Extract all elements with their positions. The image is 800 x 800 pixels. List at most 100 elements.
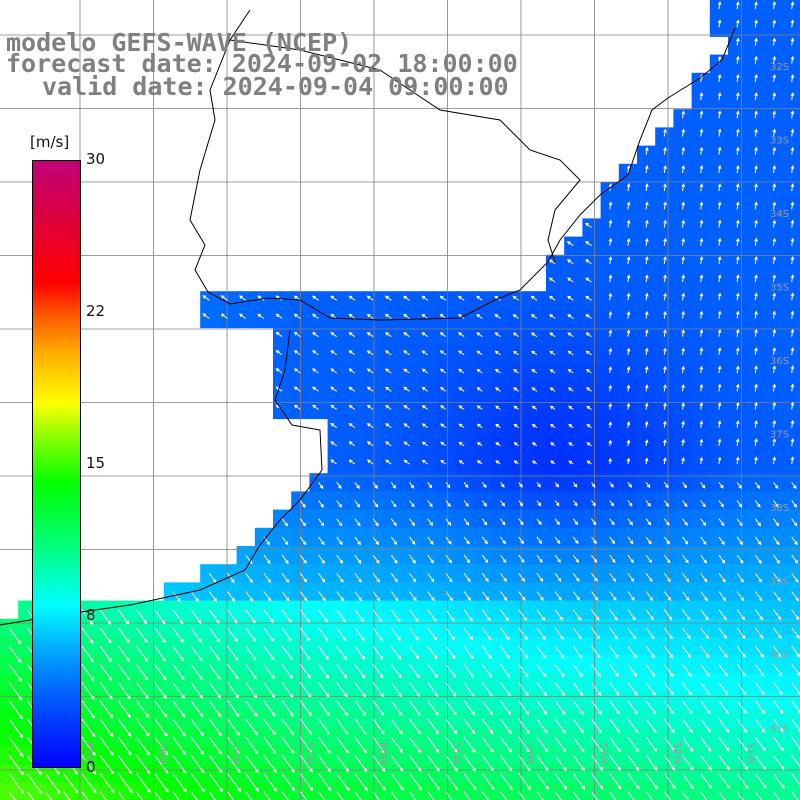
wind-arrowhead bbox=[567, 295, 571, 300]
wind-arrow bbox=[445, 791, 453, 800]
wind-arrowhead bbox=[161, 620, 166, 625]
wind-arrow bbox=[8, 700, 23, 719]
wind-arrowhead bbox=[772, 456, 777, 461]
wind-arrowhead bbox=[494, 350, 499, 355]
wind-cell bbox=[236, 782, 256, 800]
wind-arrowhead bbox=[356, 485, 360, 490]
wind-arrow bbox=[463, 591, 471, 601]
wind-arrowhead bbox=[215, 619, 220, 624]
wind-arrow bbox=[494, 314, 501, 319]
wind-arrow bbox=[172, 700, 186, 718]
wind-arrow bbox=[276, 350, 283, 356]
wind-arrow bbox=[518, 755, 531, 771]
wind-arrowhead bbox=[348, 441, 353, 445]
wind-arrowhead bbox=[667, 597, 672, 602]
wind-arrow bbox=[245, 791, 253, 800]
wind-arrowhead bbox=[288, 637, 293, 642]
wind-arrow bbox=[336, 791, 344, 800]
wind-arrowhead bbox=[303, 597, 308, 602]
wind-arrowhead bbox=[110, 770, 115, 775]
wind-arrow bbox=[736, 718, 748, 733]
wind-cell bbox=[709, 273, 729, 292]
wind-arrow bbox=[791, 256, 794, 264]
wind-arrow bbox=[372, 682, 384, 697]
longitude-label: 54W bbox=[524, 742, 535, 765]
wind-cell bbox=[546, 436, 565, 456]
wind-arrowhead bbox=[357, 541, 361, 546]
latitude-label: 35S bbox=[770, 283, 789, 294]
wind-cell bbox=[418, 436, 438, 456]
wind-arrowhead bbox=[780, 766, 785, 771]
wind-arrow bbox=[117, 791, 125, 800]
latitude-label: 41S bbox=[770, 724, 789, 735]
wind-arrowhead bbox=[663, 146, 667, 151]
wind-cell bbox=[746, 54, 765, 74]
wind-arrow bbox=[202, 313, 210, 319]
wind-arrowhead bbox=[688, 691, 693, 696]
wind-arrowhead bbox=[253, 694, 258, 699]
wind-arrowhead bbox=[198, 676, 203, 681]
wind-arrow bbox=[791, 74, 794, 82]
wind-arrow bbox=[754, 518, 761, 526]
wind-arrow bbox=[245, 700, 258, 717]
wind-cell bbox=[746, 327, 765, 347]
wind-arrow bbox=[117, 773, 133, 793]
wind-arrowhead bbox=[321, 560, 325, 564]
wind-arrow bbox=[682, 330, 684, 337]
wind-arrowhead bbox=[790, 292, 795, 297]
wind-cell bbox=[746, 382, 765, 401]
wind-arrowhead bbox=[568, 423, 573, 428]
wind-arrow bbox=[372, 718, 385, 735]
wind-arrow bbox=[663, 165, 666, 173]
wind-arrowhead bbox=[556, 540, 561, 545]
wind-cell bbox=[782, 254, 800, 274]
wind-cell bbox=[582, 345, 602, 365]
wind-arrow bbox=[427, 591, 435, 601]
wind-arrowhead bbox=[90, 696, 95, 700]
wind-arrow bbox=[427, 627, 437, 641]
wind-arrow bbox=[445, 609, 455, 622]
wind-arrow bbox=[202, 295, 210, 301]
wind-arrow bbox=[318, 700, 330, 716]
wind-arrowhead bbox=[663, 402, 667, 407]
wind-arrowhead bbox=[400, 786, 404, 791]
wind-cell bbox=[764, 364, 784, 383]
wind-arrow bbox=[736, 791, 744, 800]
wind-arrowhead bbox=[544, 748, 549, 753]
wind-arrowhead bbox=[611, 559, 616, 564]
wind-arrow bbox=[154, 627, 166, 643]
wind-arrowhead bbox=[681, 456, 685, 461]
wind-arrowhead bbox=[754, 365, 758, 370]
wind-arrowhead bbox=[348, 295, 353, 300]
wind-arrow bbox=[736, 664, 746, 677]
wind-arrowhead bbox=[567, 314, 572, 318]
wind-arrow bbox=[463, 609, 473, 622]
wind-arrowhead bbox=[231, 579, 235, 584]
wind-arrow bbox=[349, 313, 356, 319]
wind-cell bbox=[546, 782, 565, 800]
wind-arrowhead bbox=[754, 55, 758, 60]
wind-arrow bbox=[81, 627, 94, 644]
wind-arrowhead bbox=[513, 368, 517, 373]
wind-arrow bbox=[372, 755, 386, 772]
wind-arrowhead bbox=[790, 183, 795, 188]
wind-arrow bbox=[718, 627, 727, 639]
wind-arrowhead bbox=[717, 19, 722, 24]
wind-arrow bbox=[318, 482, 324, 489]
wind-arrowhead bbox=[145, 695, 149, 700]
wind-arrowhead bbox=[670, 691, 674, 696]
wind-arrow bbox=[354, 736, 367, 753]
wind-arrow bbox=[458, 314, 465, 319]
wind-arrowhead bbox=[306, 656, 311, 661]
wind-arrowhead bbox=[790, 328, 795, 333]
wind-arrowhead bbox=[458, 441, 463, 446]
wind-cell bbox=[782, 345, 800, 365]
wind-arrow bbox=[718, 645, 728, 658]
wind-arrowhead bbox=[275, 331, 280, 336]
wind-arrowhead bbox=[681, 329, 686, 334]
wind-arrow bbox=[627, 773, 640, 789]
wind-arrow bbox=[190, 755, 205, 774]
wind-arrowhead bbox=[452, 692, 457, 697]
wind-arrow bbox=[645, 275, 648, 283]
wind-arrowhead bbox=[288, 656, 293, 661]
